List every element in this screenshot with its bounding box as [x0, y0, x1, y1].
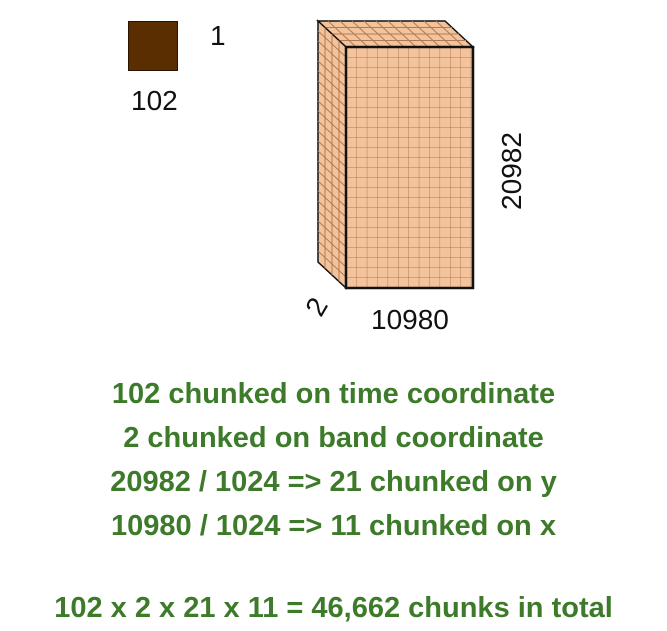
time-total-label: 102	[131, 85, 178, 116]
total-chunks-summary: 102 x 2 x 21 x 11 = 46,662 chunks in tot…	[54, 592, 613, 624]
x-size-label: 10980	[371, 304, 449, 335]
cube-front-outline	[344, 45, 475, 290]
cube-top-grid	[325, 20, 466, 48]
cube-side-grid	[317, 27, 347, 282]
time-chunk-line: 102 chunked on time coordinate	[111, 378, 556, 410]
data-cube	[316, 19, 475, 290]
time-chunk-square	[128, 21, 178, 71]
x-chunk-line: 10980 / 1024 => 11 chunked on x	[111, 510, 556, 542]
chunking-explanation: 102 chunked on time coordinate 2 chunked…	[0, 376, 667, 552]
cube-front-grid	[346, 47, 473, 288]
y-size-label: 20982	[496, 132, 527, 210]
band-chunk-line: 2 chunked on band coordinate	[123, 422, 544, 454]
time-chunk-label: 1	[210, 20, 226, 51]
y-chunk-line: 20982 / 1024 => 21 chunked on y	[110, 466, 557, 498]
